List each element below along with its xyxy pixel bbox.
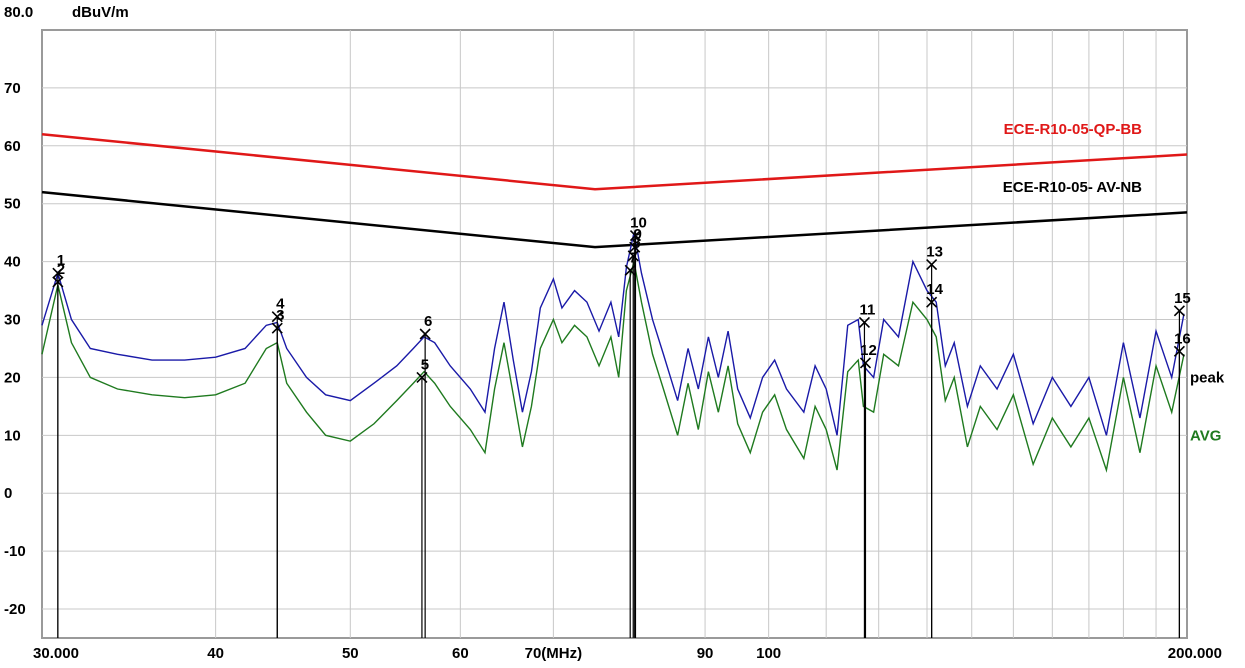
marker-x — [1173, 345, 1185, 357]
data-series: peak AVG — [41, 232, 1225, 473]
limit-line-label: ECE-R10-05- AV-NB — [1003, 179, 1142, 196]
y-tick-label: 20 — [4, 369, 21, 386]
marker-label: 6 — [424, 313, 432, 330]
limit-line — [41, 190, 1188, 249]
marker-x — [859, 357, 872, 369]
marker-x — [1173, 305, 1185, 317]
y-tick-label: -10 — [4, 543, 26, 560]
y-tick-label: 10 — [4, 427, 21, 444]
series-label: AVG — [1190, 427, 1221, 444]
y-tick-label: 40 — [4, 254, 21, 271]
marker-label: 4 — [276, 296, 285, 313]
marker-label: 2 — [57, 261, 65, 278]
marker-x — [629, 229, 642, 242]
marker-label: 16 — [1174, 330, 1191, 347]
y-unit-label: dBuV/m — [72, 4, 129, 21]
marker-label: 3 — [276, 307, 284, 324]
marker-x — [419, 328, 431, 340]
x-tick-label: 90 — [697, 645, 714, 662]
x-tick-label: 200.000 — [1168, 645, 1222, 662]
series-line — [41, 232, 1185, 436]
series-line — [41, 261, 1185, 473]
y-tick-label: 60 — [4, 138, 21, 155]
marker-label: 14 — [926, 281, 943, 298]
marker-label: 13 — [926, 244, 943, 261]
limit-line-label: ECE-R10-05-QP-BB — [1004, 121, 1143, 138]
marker-x — [926, 296, 938, 308]
marker-x — [271, 311, 283, 323]
x-tick-label: 30.000 — [33, 645, 79, 662]
marker-x — [627, 250, 639, 262]
y-top-label: 80.0 — [4, 4, 33, 21]
x-tick-label: 60 — [452, 645, 469, 662]
y-tick-label: -20 — [4, 601, 26, 618]
marker-label: 15 — [1174, 290, 1191, 307]
marker-label: 1 — [57, 252, 65, 269]
y-tick-label: 30 — [4, 312, 21, 329]
marker-label: 12 — [860, 342, 877, 359]
limit-lines: ECE-R10-05-QP-BB ECE-R10-05- AV-NB — [41, 121, 1188, 249]
marker-x — [629, 241, 641, 253]
x-tick-label: 100 — [756, 645, 781, 662]
marker-label: 11 — [860, 301, 876, 318]
marker-label: 9 — [634, 226, 642, 243]
x-tick-label: 70(MHz) — [525, 645, 583, 662]
y-tick-label: 0 — [4, 485, 12, 502]
marker-x — [52, 276, 64, 288]
markers: 12345678910111213141516 — [52, 215, 1191, 638]
x-tick-label: 40 — [207, 645, 224, 662]
series-label: peak — [1190, 369, 1225, 386]
limit-line — [41, 132, 1188, 191]
marker-label: 8 — [632, 235, 640, 252]
marker-x — [858, 316, 871, 328]
x-tick-label: 50 — [342, 645, 359, 662]
marker-x — [926, 258, 938, 271]
marker-label: 10 — [630, 215, 647, 232]
y-tick-label: 70 — [4, 80, 21, 97]
y-tick-label: 50 — [4, 196, 21, 213]
marker-x — [52, 267, 64, 279]
gridlines — [42, 30, 1187, 638]
plot-area — [41, 29, 1188, 639]
